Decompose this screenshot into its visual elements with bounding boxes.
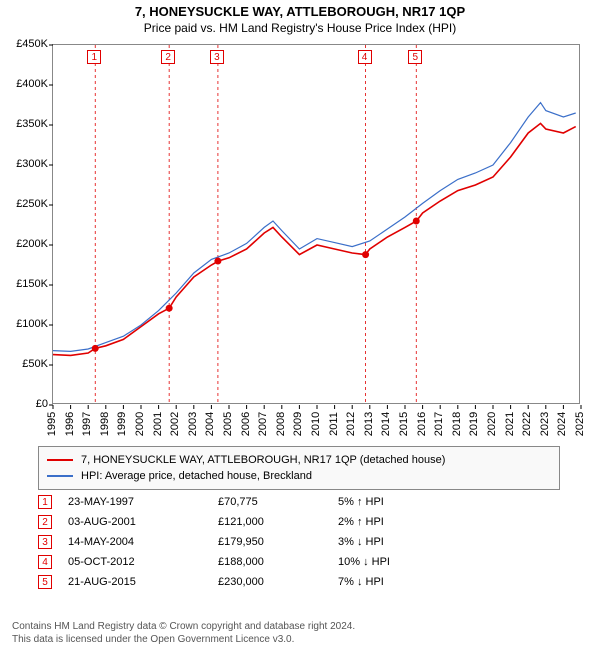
transaction-marker: 3 xyxy=(38,535,52,549)
legend-item: HPI: Average price, detached house, Brec… xyxy=(47,468,551,484)
transaction-marker: 5 xyxy=(38,575,52,589)
x-tick-label: 2008 xyxy=(275,412,287,436)
y-tick-label: £200K xyxy=(0,238,48,250)
transaction-row: 4 05-OCT-2012£188,00010% ↓ HPI xyxy=(38,552,560,572)
x-tick-label: 2009 xyxy=(292,412,304,436)
transaction-marker: 1 xyxy=(38,495,52,509)
event-marker: 1 xyxy=(87,50,101,64)
transaction-price: £70,775 xyxy=(218,496,338,508)
plot-svg xyxy=(53,45,581,405)
transaction-row: 5 21-AUG-2015£230,0007% ↓ HPI xyxy=(38,572,560,592)
legend-swatch xyxy=(47,459,73,461)
x-tick-label: 1997 xyxy=(81,412,93,436)
x-tick-label: 2022 xyxy=(521,412,533,436)
x-tick-label: 2017 xyxy=(433,412,445,436)
legend-label: HPI: Average price, detached house, Brec… xyxy=(81,470,312,482)
transaction-date: 14-MAY-2004 xyxy=(68,536,218,548)
y-tick-label: £350K xyxy=(0,118,48,130)
transaction-date: 21-AUG-2015 xyxy=(68,576,218,588)
y-tick-label: £300K xyxy=(0,158,48,170)
legend-label: 7, HONEYSUCKLE WAY, ATTLEBOROUGH, NR17 1… xyxy=(81,454,445,466)
chart-subtitle: Price paid vs. HM Land Registry's House … xyxy=(0,19,600,35)
x-tick-label: 1998 xyxy=(99,412,111,436)
x-tick-label: 2024 xyxy=(556,412,568,436)
x-tick-label: 1999 xyxy=(116,412,128,436)
plot-area xyxy=(52,44,580,404)
y-tick-label: £250K xyxy=(0,198,48,210)
transaction-hpi-delta: 7% ↓ HPI xyxy=(338,576,458,588)
footer-line-1: Contains HM Land Registry data © Crown c… xyxy=(12,620,588,633)
transaction-price: £179,950 xyxy=(218,536,338,548)
x-tick-label: 2012 xyxy=(345,412,357,436)
transaction-hpi-delta: 2% ↑ HPI xyxy=(338,516,458,528)
x-tick-label: 2007 xyxy=(257,412,269,436)
transaction-row: 2 03-AUG-2001£121,0002% ↑ HPI xyxy=(38,512,560,532)
x-tick-label: 2020 xyxy=(486,412,498,436)
chart-title: 7, HONEYSUCKLE WAY, ATTLEBOROUGH, NR17 1… xyxy=(0,0,600,19)
legend: 7, HONEYSUCKLE WAY, ATTLEBOROUGH, NR17 1… xyxy=(38,446,560,490)
transaction-price: £230,000 xyxy=(218,576,338,588)
x-tick-label: 2010 xyxy=(310,412,322,436)
event-marker: 5 xyxy=(408,50,422,64)
x-tick-label: 2016 xyxy=(416,412,428,436)
x-tick-label: 2003 xyxy=(187,412,199,436)
x-tick-label: 2005 xyxy=(222,412,234,436)
y-tick-label: £100K xyxy=(0,318,48,330)
x-tick-label: 2023 xyxy=(539,412,551,436)
x-tick-label: 2011 xyxy=(328,412,340,436)
y-tick-label: £0 xyxy=(0,398,48,410)
x-tick-label: 2014 xyxy=(380,412,392,436)
chart-container: 7, HONEYSUCKLE WAY, ATTLEBOROUGH, NR17 1… xyxy=(0,0,600,650)
transaction-date: 05-OCT-2012 xyxy=(68,556,218,568)
footer-line-2: This data is licensed under the Open Gov… xyxy=(12,633,588,646)
x-tick-label: 2002 xyxy=(169,412,181,436)
x-tick-label: 2004 xyxy=(204,412,216,436)
transaction-hpi-delta: 5% ↑ HPI xyxy=(338,496,458,508)
transaction-row: 3 14-MAY-2004£179,9503% ↓ HPI xyxy=(38,532,560,552)
transaction-hpi-delta: 10% ↓ HPI xyxy=(338,556,458,568)
event-marker: 2 xyxy=(161,50,175,64)
transaction-marker: 4 xyxy=(38,555,52,569)
transaction-table: 123-MAY-1997£70,7755% ↑ HPI203-AUG-2001£… xyxy=(38,492,560,592)
transaction-hpi-delta: 3% ↓ HPI xyxy=(338,536,458,548)
transaction-row: 1 23-MAY-1997£70,7755% ↑ HPI xyxy=(38,492,560,512)
transaction-price: £121,000 xyxy=(218,516,338,528)
x-tick-label: 2021 xyxy=(504,412,516,436)
y-tick-label: £400K xyxy=(0,78,48,90)
x-tick-label: 2000 xyxy=(134,412,146,436)
footer-attribution: Contains HM Land Registry data © Crown c… xyxy=(12,620,588,646)
x-tick-label: 2018 xyxy=(451,412,463,436)
event-marker: 4 xyxy=(358,50,372,64)
transaction-date: 23-MAY-1997 xyxy=(68,496,218,508)
transaction-date: 03-AUG-2001 xyxy=(68,516,218,528)
y-tick-label: £150K xyxy=(0,278,48,290)
x-tick-label: 2006 xyxy=(240,412,252,436)
event-marker: 3 xyxy=(210,50,224,64)
x-tick-label: 2025 xyxy=(574,412,586,436)
transaction-marker: 2 xyxy=(38,515,52,529)
x-tick-label: 1995 xyxy=(46,412,58,436)
x-tick-label: 2013 xyxy=(363,412,375,436)
x-tick-label: 2015 xyxy=(398,412,410,436)
legend-item: 7, HONEYSUCKLE WAY, ATTLEBOROUGH, NR17 1… xyxy=(47,452,551,468)
legend-swatch xyxy=(47,475,73,477)
y-tick-label: £50K xyxy=(0,358,48,370)
x-tick-label: 1996 xyxy=(64,412,76,436)
transaction-price: £188,000 xyxy=(218,556,338,568)
x-tick-label: 2019 xyxy=(468,412,480,436)
x-tick-label: 2001 xyxy=(152,412,164,436)
y-tick-label: £450K xyxy=(0,38,48,50)
